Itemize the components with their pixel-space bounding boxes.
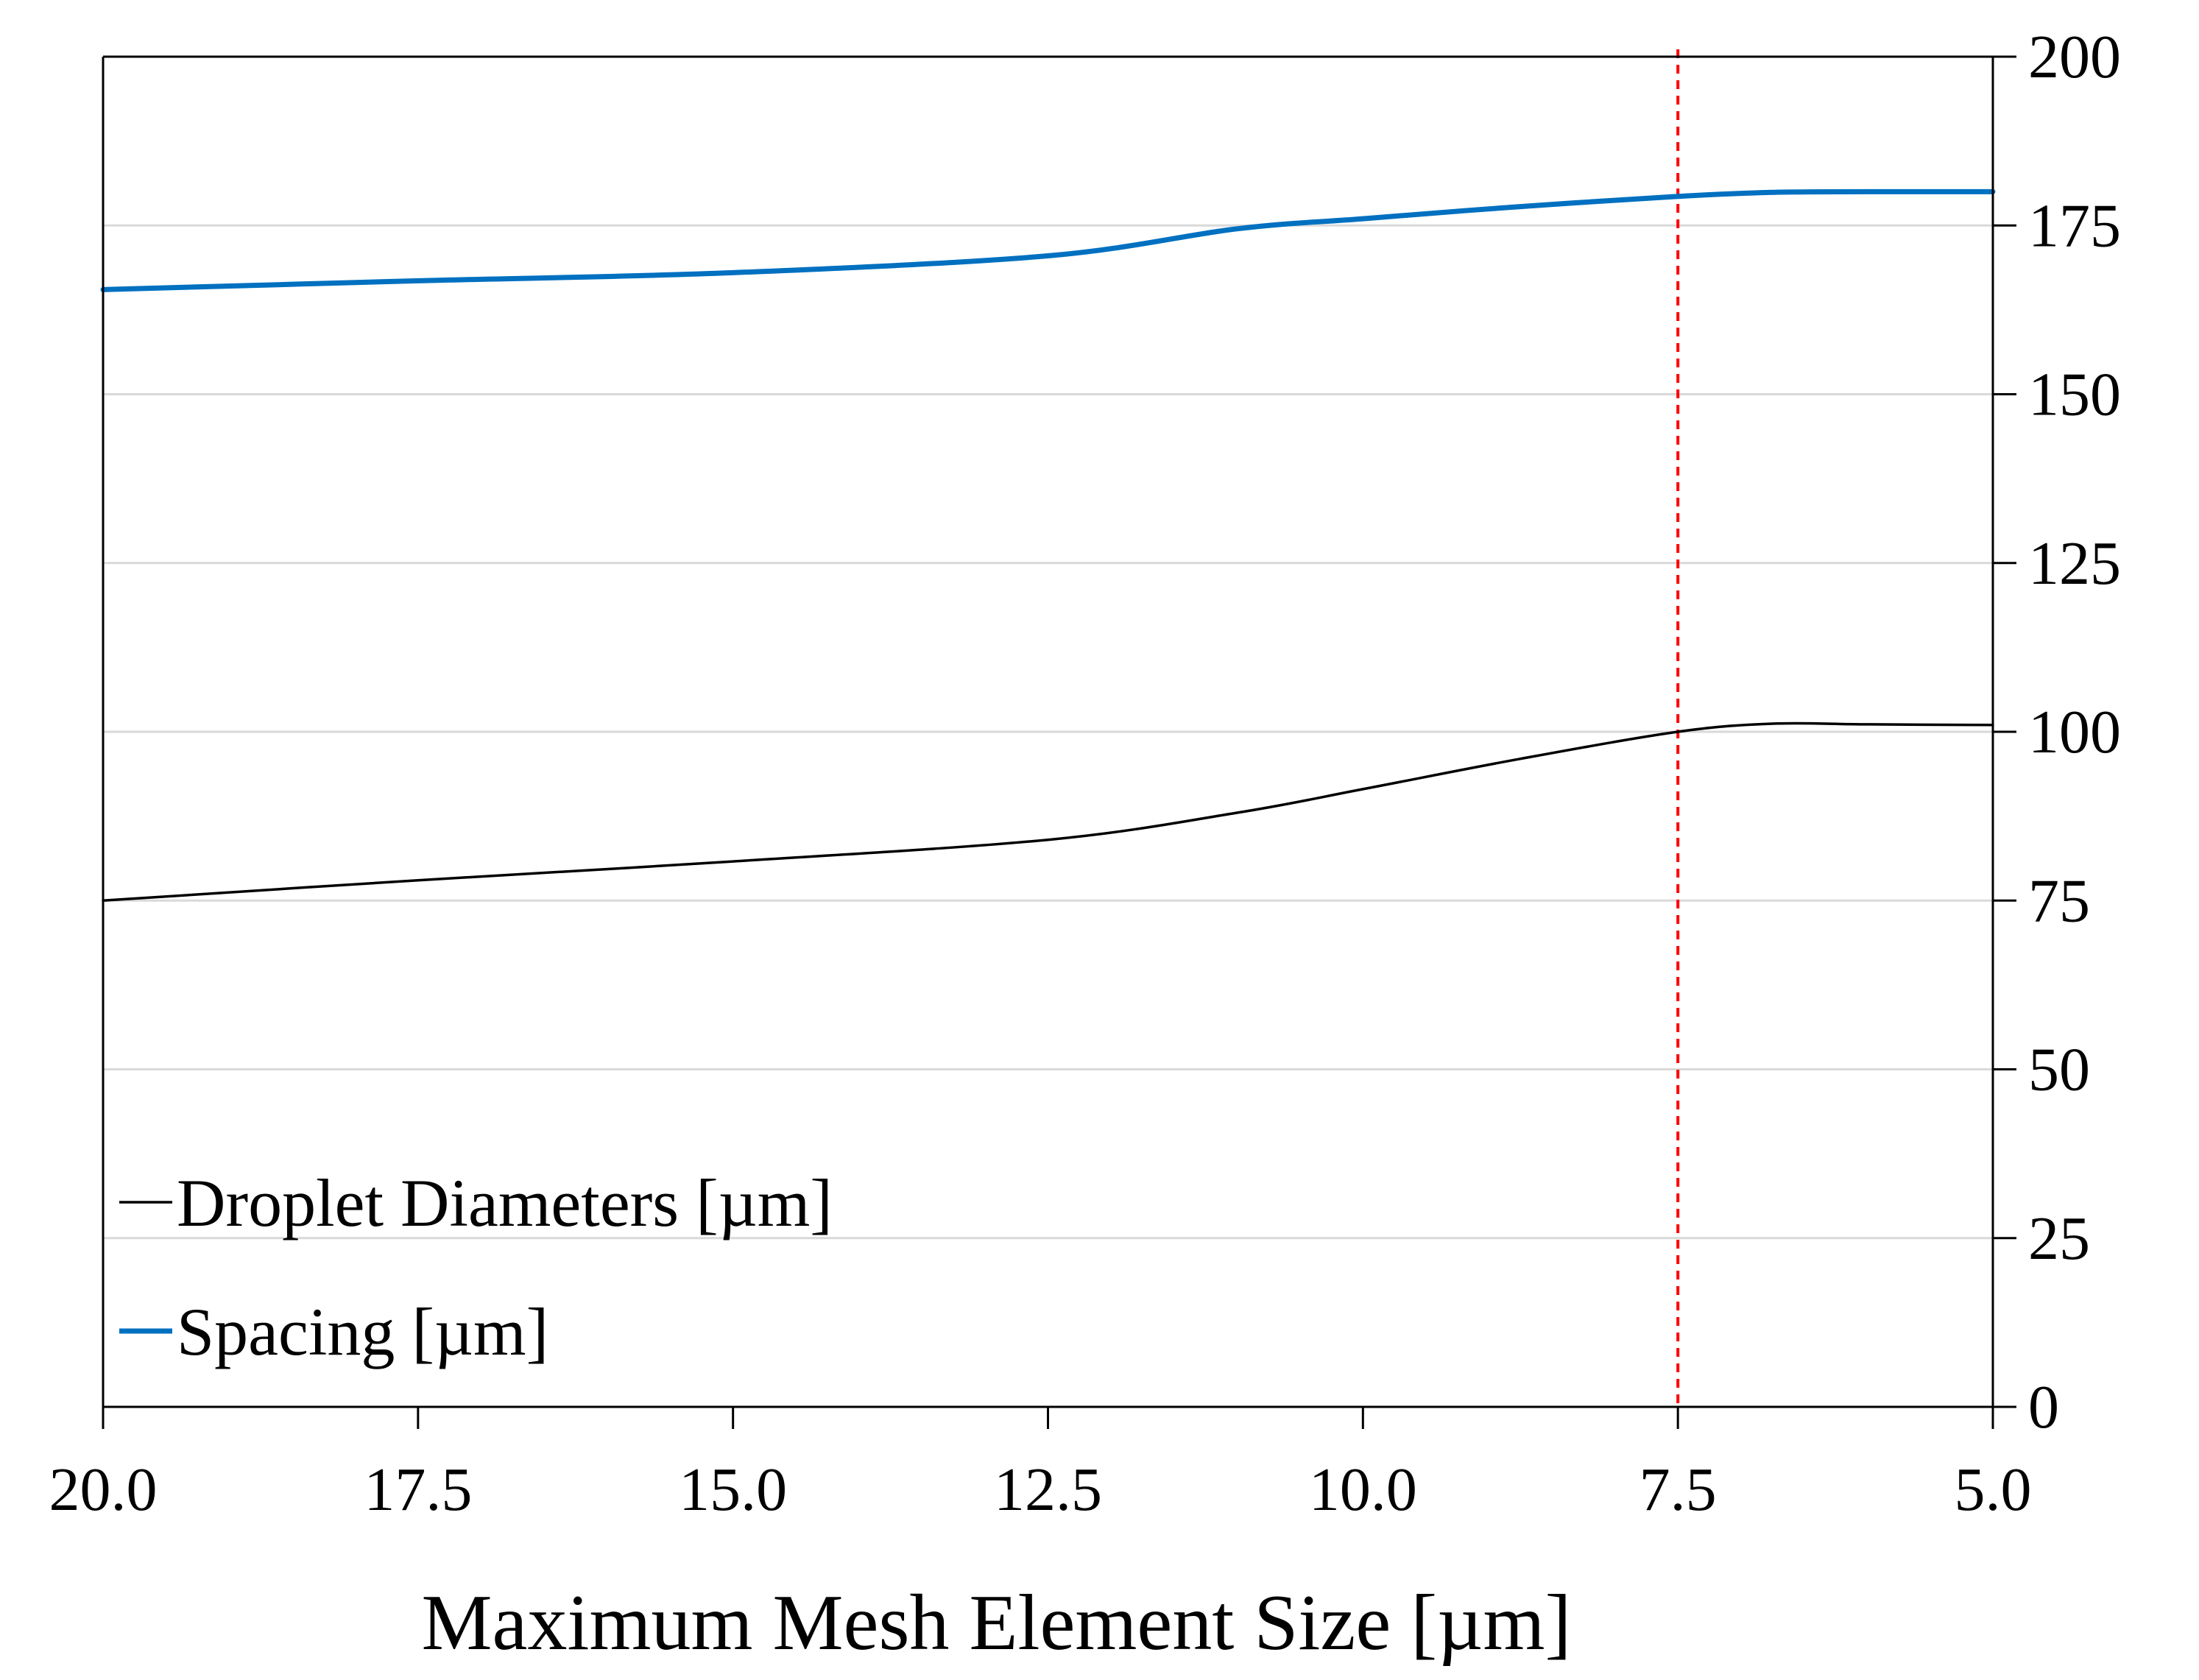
- legend-item-spacing: Spacing [µm]: [177, 1294, 548, 1369]
- x-tick-label-20.0: 20.0: [49, 1455, 158, 1524]
- x-tick-label-17.5: 17.5: [364, 1455, 472, 1524]
- y-tick-label-25: 25: [2028, 1204, 2090, 1273]
- axis-ticks: [102, 55, 2016, 1429]
- y-tick-label-0: 0: [2028, 1373, 2059, 1441]
- legend-item-droplet-diameters: Droplet Diameters [µm]: [177, 1165, 833, 1240]
- y-tick-label-100: 100: [2028, 698, 2121, 766]
- y-tick-label-200: 200: [2028, 23, 2121, 91]
- y-tick-label-75: 75: [2028, 867, 2090, 935]
- y-tick-label-125: 125: [2028, 529, 2121, 598]
- gridlines: [103, 224, 1993, 1240]
- legend: Droplet Diameters [µm] Spacing [µm]: [119, 1165, 833, 1369]
- tick-labels: 20.0 17.5 15.0 12.5 10.0 7.5 5.0 0 25 50 75 100 125 1…: [49, 23, 2122, 1524]
- x-tick-label-10.0: 10.0: [1309, 1455, 1417, 1524]
- droplet-diameters-line: [102, 721, 1994, 903]
- x-tick-label-7.5: 7.5: [1639, 1455, 1717, 1524]
- y-tick-label-150: 150: [2028, 361, 2121, 429]
- spacing-line: [100, 188, 1996, 292]
- series-group: [100, 188, 1996, 903]
- y-tick-label-175: 175: [2028, 191, 2121, 260]
- x-tick-label-5.0: 5.0: [1955, 1455, 2032, 1524]
- x-tick-label-12.5: 12.5: [994, 1455, 1102, 1524]
- x-axis-title: Maximum Mesh Element Size [µm]: [422, 1579, 1572, 1667]
- y-tick-label-50: 50: [2028, 1036, 2090, 1104]
- x-tick-label-15.0: 15.0: [679, 1455, 787, 1524]
